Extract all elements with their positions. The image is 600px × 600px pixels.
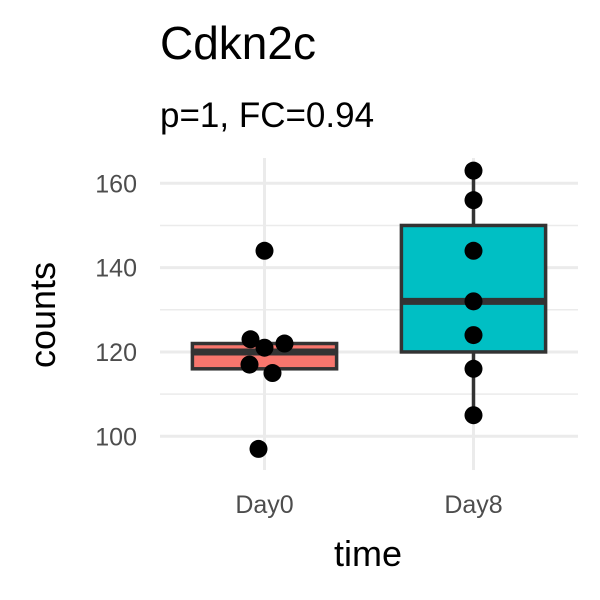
data-point xyxy=(464,406,483,425)
y-tick-label: 140 xyxy=(95,255,137,283)
data-point xyxy=(464,292,483,311)
y-tick-label: 160 xyxy=(95,170,137,198)
data-point xyxy=(464,191,483,210)
data-point xyxy=(464,326,483,345)
y-tick-labels: 100 120 140 160 xyxy=(95,170,137,451)
data-point xyxy=(275,334,294,353)
boxes xyxy=(190,170,548,416)
data-point xyxy=(263,364,282,383)
data-point xyxy=(255,241,274,260)
chart-title: Cdkn2c xyxy=(160,17,316,69)
data-point xyxy=(464,241,483,260)
data-point xyxy=(255,338,274,357)
y-tick-label: 100 xyxy=(95,423,137,451)
x-tick-label: Day0 xyxy=(235,491,293,519)
data-point xyxy=(240,355,259,374)
y-tick-label: 120 xyxy=(95,339,137,367)
y-axis-title: counts xyxy=(22,262,63,368)
data-point xyxy=(464,359,483,378)
x-axis-title: time xyxy=(334,533,402,574)
chart-subtitle: p=1, FC=0.94 xyxy=(160,96,375,135)
data-points xyxy=(240,161,483,458)
x-tick-label: Day8 xyxy=(444,491,502,519)
x-tick-labels: Day0 Day8 xyxy=(235,491,502,519)
data-point xyxy=(249,439,268,458)
data-point xyxy=(464,161,483,180)
data-point xyxy=(241,330,260,349)
